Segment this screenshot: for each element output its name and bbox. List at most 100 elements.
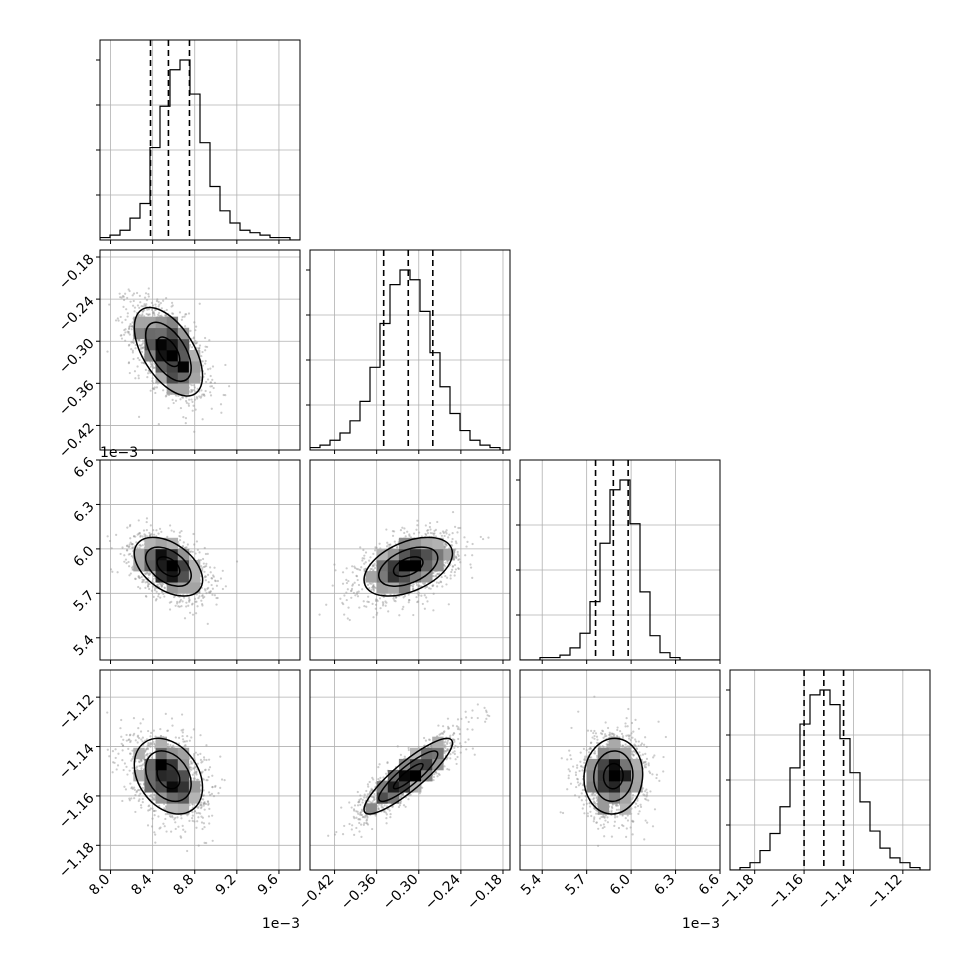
scatter-point bbox=[204, 362, 207, 365]
scatter-point bbox=[166, 535, 169, 538]
density-bin bbox=[166, 327, 179, 340]
scatter-point bbox=[132, 338, 135, 342]
scatter-point bbox=[194, 552, 197, 555]
scatter-point bbox=[203, 595, 206, 599]
scatter-point bbox=[341, 571, 345, 574]
scatter-point bbox=[130, 542, 133, 546]
scatter-point bbox=[385, 545, 389, 548]
scatter-point bbox=[441, 530, 445, 533]
scatter-point bbox=[132, 292, 136, 295]
scatter-point bbox=[372, 616, 375, 619]
scatter-point bbox=[351, 565, 354, 568]
scatter-point bbox=[450, 570, 453, 574]
scatter-point bbox=[147, 292, 150, 296]
scatter-point bbox=[190, 346, 194, 349]
scatter-point bbox=[180, 605, 183, 608]
scatter-point bbox=[159, 301, 162, 305]
scatter-point bbox=[209, 381, 213, 384]
density-bin bbox=[155, 560, 167, 572]
scatter-point bbox=[451, 510, 455, 514]
scatter-point bbox=[199, 758, 203, 762]
scatter-point bbox=[168, 601, 171, 604]
scatter-panel-1-0 bbox=[96, 249, 301, 454]
scatter-point bbox=[366, 583, 370, 586]
scatter-point bbox=[415, 528, 418, 531]
histogram-panel-0 bbox=[96, 39, 301, 244]
scatter-point bbox=[125, 562, 128, 565]
scatter-point bbox=[363, 557, 366, 560]
scatter-point bbox=[137, 377, 140, 380]
scatter-point bbox=[142, 342, 145, 345]
scatter-point bbox=[185, 601, 188, 604]
scatter-point bbox=[188, 550, 192, 554]
scatter-point bbox=[129, 537, 132, 540]
scatter-point bbox=[457, 567, 460, 570]
density-bin bbox=[155, 548, 167, 561]
scatter-point bbox=[123, 560, 126, 563]
scatter-point bbox=[111, 771, 114, 774]
scatter-point bbox=[184, 417, 188, 420]
scatter-point bbox=[192, 384, 195, 387]
scatter-point bbox=[450, 568, 454, 571]
scatter-point bbox=[165, 297, 168, 300]
scatter-point bbox=[364, 551, 368, 554]
scatter-point bbox=[424, 532, 427, 536]
scatter-point bbox=[141, 578, 144, 581]
scatter-point bbox=[170, 301, 174, 304]
scatter-point bbox=[185, 313, 188, 316]
scatter-point bbox=[216, 596, 219, 600]
density-bin bbox=[443, 548, 455, 561]
scatter-point bbox=[181, 738, 185, 741]
density-bin bbox=[133, 327, 145, 340]
scatter-point bbox=[188, 398, 191, 401]
scatter-point bbox=[211, 587, 214, 590]
scatter-point bbox=[196, 605, 199, 608]
scatter-point bbox=[446, 561, 449, 565]
scatter-point bbox=[208, 766, 212, 769]
scatter-point bbox=[378, 542, 381, 545]
scatter-point bbox=[362, 548, 365, 552]
scatter-point bbox=[209, 391, 212, 394]
scatter-point bbox=[157, 595, 160, 598]
scatter-point bbox=[140, 806, 143, 809]
scatter-point bbox=[132, 357, 135, 361]
scatter-point bbox=[219, 403, 223, 406]
scatter-point bbox=[368, 559, 371, 562]
scatter-point bbox=[378, 597, 382, 600]
scatter-point bbox=[195, 540, 199, 543]
contour-level bbox=[378, 546, 439, 587]
contour-level bbox=[363, 536, 454, 597]
density-bin bbox=[155, 571, 167, 583]
scatter-point bbox=[138, 532, 141, 535]
scatter-point bbox=[191, 400, 194, 403]
scatter-point bbox=[369, 567, 372, 571]
scatter-point bbox=[388, 543, 391, 547]
scatter-point bbox=[139, 348, 142, 351]
scatter-point bbox=[449, 574, 452, 577]
density-bin bbox=[387, 548, 400, 561]
scatter-point bbox=[370, 588, 373, 592]
scatter-point bbox=[132, 341, 135, 344]
scatter-point bbox=[159, 727, 162, 731]
scatter-point bbox=[116, 764, 120, 767]
scatter-point bbox=[469, 563, 472, 566]
scatter-point bbox=[197, 844, 200, 847]
scatter-point bbox=[140, 361, 143, 364]
scatter-point bbox=[444, 561, 447, 564]
scatter-point bbox=[188, 343, 192, 347]
scatter-point bbox=[357, 583, 361, 587]
scatter-point bbox=[417, 594, 420, 597]
scatter-point bbox=[133, 306, 137, 309]
scatter-point bbox=[187, 604, 190, 607]
scatter-point bbox=[363, 554, 366, 557]
scatter-point bbox=[465, 545, 468, 548]
scatter-point bbox=[178, 531, 181, 534]
scatter-point bbox=[471, 554, 474, 557]
scatter-point bbox=[124, 558, 128, 561]
scatter-point bbox=[128, 371, 131, 375]
scatter-point bbox=[134, 377, 137, 380]
scatter-point bbox=[153, 386, 156, 389]
scatter-point bbox=[203, 808, 206, 811]
scatter-point bbox=[184, 830, 187, 833]
density-bin bbox=[166, 582, 179, 594]
